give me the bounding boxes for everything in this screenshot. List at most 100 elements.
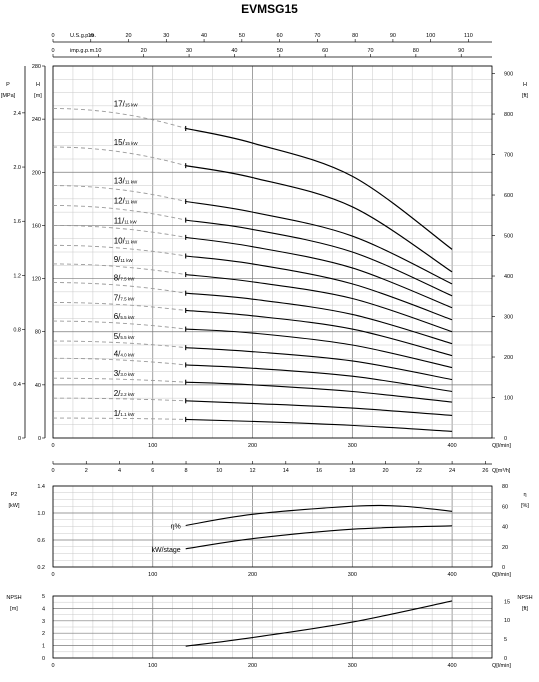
stage-label-power: 15 kW xyxy=(125,141,139,146)
imp-gpm-tick-label: 40 xyxy=(231,48,237,54)
flow-m3h-tick-label: 14 xyxy=(283,468,289,474)
stage-label: 9/11 kW xyxy=(114,255,134,264)
stage-label-power: 11 kW xyxy=(120,258,133,263)
stage-curve-line xyxy=(185,292,453,345)
flow-lmin-tick-label: 300 xyxy=(348,572,357,578)
flow-m3h-tick-label: 4 xyxy=(118,468,121,474)
us-gpm-tick-label: 30 xyxy=(163,33,169,39)
pressure-tick-label: 0.8 xyxy=(13,328,21,334)
head-ft-tick-label: 300 xyxy=(504,315,513,321)
flow-lmin-tick-label: 400 xyxy=(447,663,456,669)
stage-label-count: 17/ xyxy=(114,100,126,109)
npsh-ft-tick-label: 15 xyxy=(504,599,510,605)
power-per-stage-curve xyxy=(185,525,453,550)
flow-lmin-tick-label: 100 xyxy=(148,663,157,669)
chart-title: EVMSG15 xyxy=(241,2,298,16)
flow-lmin-tick-label: 400 xyxy=(447,572,456,578)
flow-lmin-tick-label: 100 xyxy=(148,572,157,578)
imp-gpm-tick-label: 10 xyxy=(95,48,101,54)
stage-label-power: 7.5 kW xyxy=(120,277,135,282)
head-ft-axis-label: H xyxy=(523,82,527,88)
stage-curve-dashed-extension xyxy=(52,320,186,330)
efficiency-tick-label: 40 xyxy=(502,525,508,531)
flow-lmin-tick-label: 200 xyxy=(248,663,257,669)
flow-lmin-tick-label: 100 xyxy=(148,443,157,449)
head-ft-tick-label: 600 xyxy=(504,193,513,199)
pressure-tick-label: 0.4 xyxy=(13,382,21,388)
stage-curve-dashed-extension xyxy=(52,146,186,167)
imp-gpm-tick-label: 70 xyxy=(367,48,373,54)
us-gpm-tick-label: 40 xyxy=(201,33,207,39)
us-gpm-tick-label: 100 xyxy=(426,33,435,39)
flow-lmin-axis-label: Q[l/min] xyxy=(492,443,511,449)
stage-label-power: 5.5 kW xyxy=(120,315,135,320)
imp-gpm-axis-label: imp.g.p.m. xyxy=(70,48,96,54)
efficiency-tick-label: 80 xyxy=(502,484,508,490)
efficiency-curve-label: η% xyxy=(171,523,181,530)
pressure-tick-label: 0 xyxy=(18,436,21,442)
head-ft-tick-label: 400 xyxy=(504,274,513,280)
stage-label-power: 4.0 kW xyxy=(120,352,135,357)
us-gpm-tick-label: 80 xyxy=(352,33,358,39)
npsh-ft-tick-label: 5 xyxy=(504,637,507,643)
us-gpm-tick-label: 20 xyxy=(125,33,131,39)
stage-label: 15/15 kW xyxy=(114,138,139,147)
stage-curve-dashed-extension xyxy=(52,244,186,257)
stage-label-count: 9/ xyxy=(114,255,121,264)
stage-curve-line xyxy=(185,381,453,403)
stage-label: 8/7.5 kW xyxy=(114,274,135,283)
imp-gpm-tick-label: 80 xyxy=(413,48,419,54)
stage-label-count: 15/ xyxy=(114,138,126,147)
plot-frame xyxy=(52,595,493,659)
us-gpm-axis-label: U.S.g.p.m. xyxy=(70,33,96,39)
us-gpm-tick-label: 10 xyxy=(88,33,94,39)
flow-m3h-tick-label: 12 xyxy=(249,468,255,474)
head-ft-tick-label: 100 xyxy=(504,396,513,402)
head-m-tick-label: 40 xyxy=(35,383,41,389)
head-m-tick-label: 160 xyxy=(32,223,41,229)
power-axis-label: P2 xyxy=(11,492,18,498)
stage-label-count: 11/ xyxy=(114,216,125,225)
flow-lmin-tick-label: 0 xyxy=(51,663,54,669)
stage-label-power: 11 kW xyxy=(125,239,138,244)
npsh-curve xyxy=(185,600,453,647)
flow-lmin-tick-label: 0 xyxy=(51,443,54,449)
stage-label-power: 7.5 kW xyxy=(120,296,135,301)
stage-curve-dashed-extension xyxy=(52,108,186,129)
npsh-m-tick-label: 2 xyxy=(42,631,45,637)
imp-gpm-tick-label: 50 xyxy=(277,48,283,54)
head-ft-tick-label: 700 xyxy=(504,153,513,159)
stage-label-count: 4/ xyxy=(114,349,121,358)
imp-gpm-tick-label: 0 xyxy=(51,48,54,54)
stage-curve-line xyxy=(185,328,453,369)
flow-m3h-tick-label: 26 xyxy=(482,468,488,474)
stage-curve-line xyxy=(185,236,453,309)
stage-label-power: 11 kW xyxy=(125,180,138,185)
head-m-tick-label: 0 xyxy=(38,436,41,442)
efficiency-tick-label: 60 xyxy=(502,504,508,510)
head-ft-tick-label: 0 xyxy=(504,436,507,442)
stage-label-count: 8/ xyxy=(114,274,121,283)
power-tick-label: 1.0 xyxy=(37,511,45,517)
stage-curve-dashed-extension xyxy=(52,417,186,420)
flow-lmin-axis-label: Q[l/min] xyxy=(492,663,511,669)
stage-label-power: 15 kW xyxy=(125,103,139,108)
pressure-tick-label: 1.2 xyxy=(13,273,21,279)
us-gpm-tick-label: 0 xyxy=(51,33,54,39)
flow-m3h-tick-label: 20 xyxy=(383,468,389,474)
npsh-ft-tick-label: 10 xyxy=(504,618,510,624)
flow-lmin-tick-label: 200 xyxy=(248,443,257,449)
stage-curve-line xyxy=(185,165,453,273)
npsh-m-tick-label: 1 xyxy=(42,644,45,650)
stage-curve-line xyxy=(185,400,453,416)
flow-m3h-tick-label: 2 xyxy=(85,468,88,474)
pressure-axis-unit: [MPa] xyxy=(1,93,16,99)
pressure-tick-label: 2.0 xyxy=(13,165,21,171)
stage-label: 1/1.1 kW xyxy=(114,409,135,418)
flow-m3h-tick-label: 16 xyxy=(316,468,322,474)
flow-lmin-axis-label: Q[l/min] xyxy=(492,572,511,578)
efficiency-tick-label: 20 xyxy=(502,545,508,551)
stage-curve-line xyxy=(185,219,453,297)
npsh-m-tick-label: 0 xyxy=(42,656,45,662)
